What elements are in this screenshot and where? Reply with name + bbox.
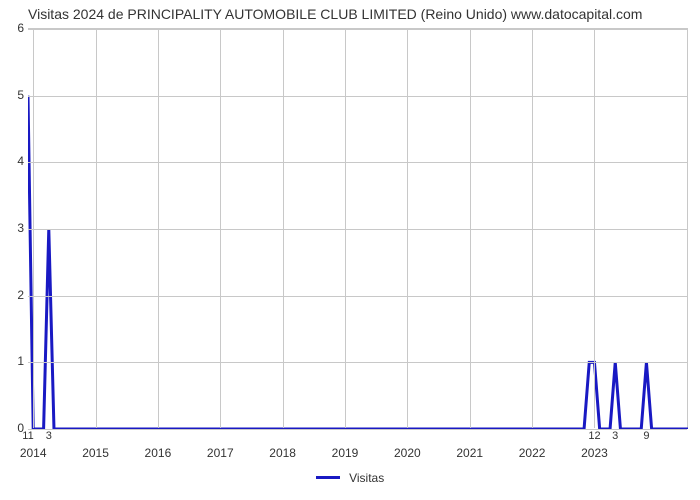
y-axis-tick-label: 6	[6, 21, 24, 35]
gridline-vertical	[96, 29, 97, 428]
gridline-vertical	[33, 29, 34, 428]
y-axis-tick-label: 5	[6, 88, 24, 102]
gridline-vertical	[594, 29, 595, 428]
gridline-vertical	[407, 29, 408, 428]
legend: Visitas	[0, 470, 700, 485]
x-axis-year-label: 2016	[145, 446, 172, 460]
gridline-vertical	[220, 29, 221, 428]
gridline-horizontal	[28, 229, 687, 230]
x-axis-year-label: 2018	[269, 446, 296, 460]
chart-container: Visitas 2024 de PRINCIPALITY AUTOMOBILE …	[0, 0, 700, 500]
x-axis-year-label: 2021	[456, 446, 483, 460]
x-axis-month-label: 11	[22, 430, 33, 442]
x-axis-year-label: 2020	[394, 446, 421, 460]
legend-swatch	[316, 476, 340, 479]
x-axis-year-label: 2019	[332, 446, 359, 460]
plot-area	[28, 28, 688, 428]
gridline-vertical	[158, 29, 159, 428]
gridline-horizontal	[28, 296, 687, 297]
y-axis-tick-label: 1	[6, 354, 24, 368]
y-axis-tick-label: 3	[6, 221, 24, 235]
x-axis-year-label: 2023	[581, 446, 608, 460]
gridline-vertical	[532, 29, 533, 428]
x-axis-year-label: 2015	[82, 446, 109, 460]
gridline-vertical	[283, 29, 284, 428]
x-axis-year-label: 2022	[519, 446, 546, 460]
gridline-horizontal	[28, 29, 687, 30]
x-axis-month-label: 9	[643, 430, 649, 442]
y-axis-tick-label: 2	[6, 288, 24, 302]
gridline-vertical	[345, 29, 346, 428]
x-axis-month-label: 3	[612, 430, 618, 442]
chart-title: Visitas 2024 de PRINCIPALITY AUTOMOBILE …	[28, 6, 642, 22]
x-axis-year-label: 2014	[20, 446, 47, 460]
y-axis-tick-label: 4	[6, 154, 24, 168]
x-axis-year-label: 2017	[207, 446, 234, 460]
gridline-vertical	[470, 29, 471, 428]
x-axis-month-label: 3	[46, 430, 52, 442]
legend-label: Visitas	[349, 471, 384, 485]
gridline-horizontal	[28, 362, 687, 363]
gridline-horizontal	[28, 96, 687, 97]
gridline-horizontal	[28, 162, 687, 163]
series-line-visitas	[28, 96, 688, 429]
x-axis-month-label: 12	[588, 430, 600, 442]
